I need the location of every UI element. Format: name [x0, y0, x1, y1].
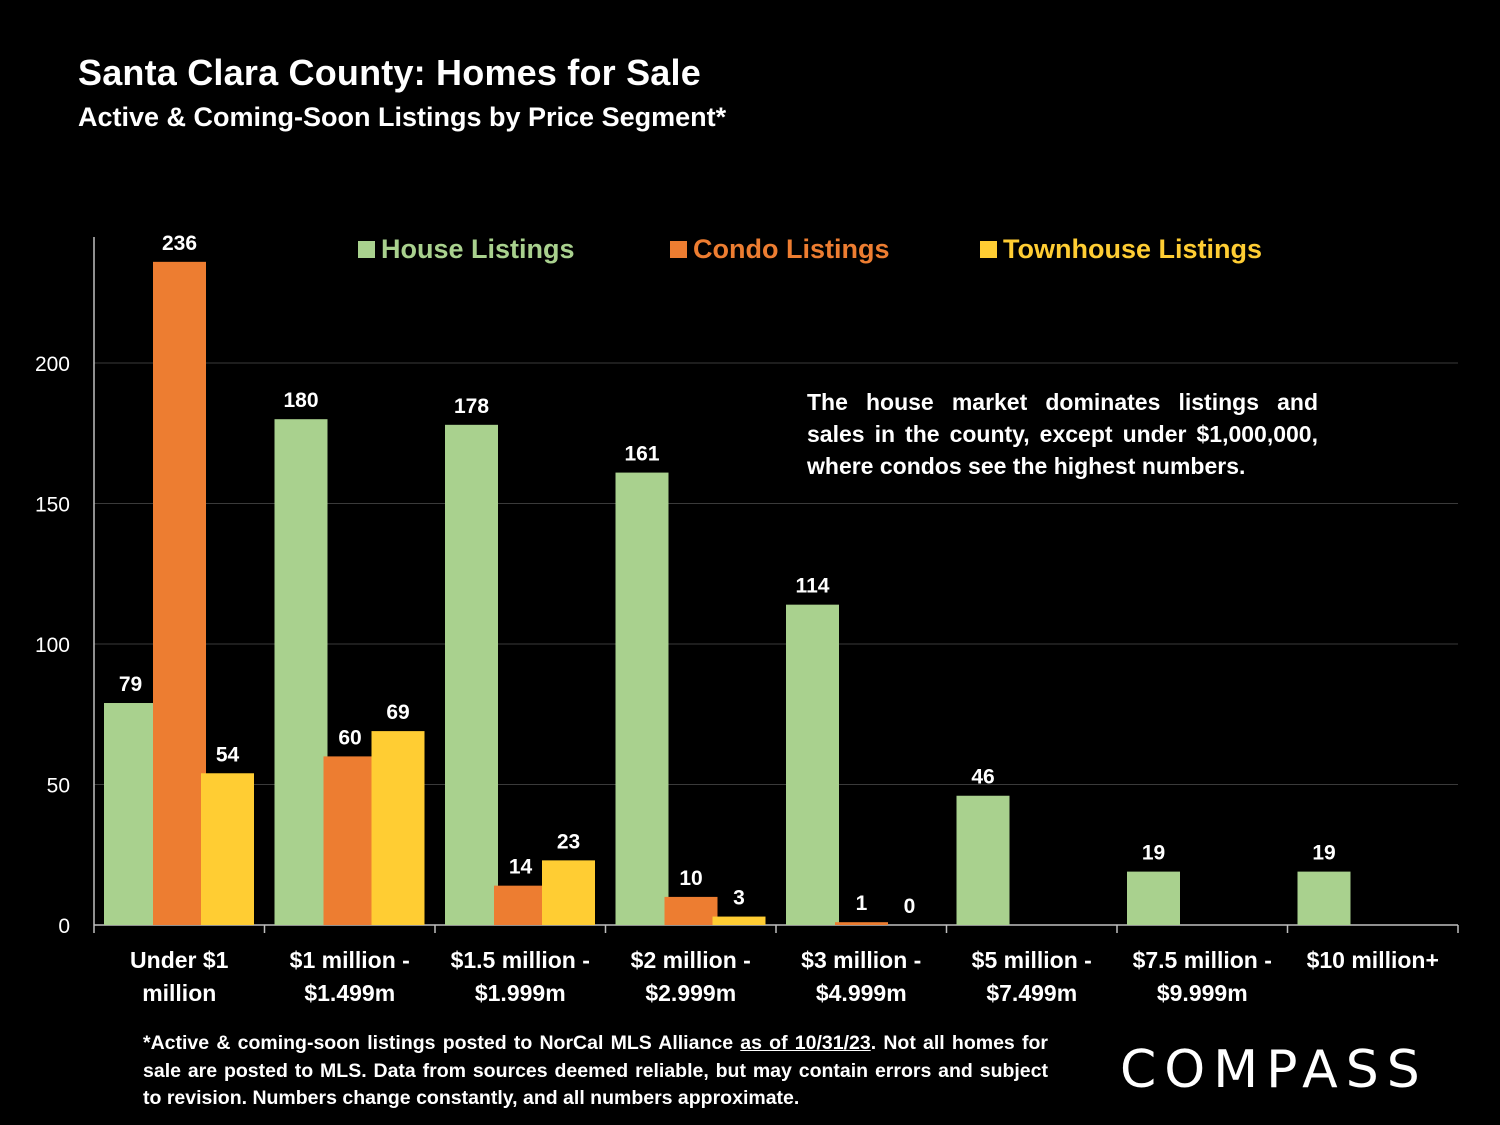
- data-label-house: 19: [1142, 842, 1165, 865]
- legend-condo: Condo Listings: [670, 234, 889, 265]
- data-label-condo: 14: [509, 856, 533, 879]
- x-category-label: $3 million - $4.999m: [801, 947, 922, 1006]
- bar-townhouse: [542, 860, 595, 925]
- data-label-townhouse: 69: [386, 701, 409, 724]
- data-label-house: 19: [1312, 842, 1335, 865]
- x-category-label: $5 million - $7.499m: [971, 947, 1092, 1006]
- bar-townhouse: [371, 731, 425, 925]
- bar-condo: [835, 922, 888, 925]
- x-category-label: $1 million - $1.499m: [289, 947, 410, 1006]
- data-label-house: 114: [796, 575, 830, 598]
- data-label-house: 46: [971, 766, 994, 789]
- y-tick-label: 50: [47, 775, 70, 798]
- bar-townhouse: [201, 773, 254, 925]
- bar-house: [445, 424, 498, 925]
- x-category-label: $10 million+: [1306, 947, 1439, 973]
- data-label-condo: 60: [338, 726, 361, 749]
- compass-logo: COMPASS: [1120, 1040, 1428, 1100]
- data-label-condo: 1: [856, 892, 868, 915]
- bar-house: [1127, 871, 1180, 925]
- legend-swatch-townhouse: [980, 241, 997, 258]
- bar-condo: [153, 261, 206, 926]
- bar-condo: [664, 896, 718, 925]
- legend-label-house: House Listings: [381, 234, 575, 264]
- bar-condo: [323, 756, 377, 925]
- data-label-house: 180: [283, 389, 318, 412]
- footnote-date: as of 10/31/23: [740, 1032, 871, 1054]
- footnote: *Active & coming-soon listings posted to…: [143, 1030, 1048, 1113]
- legend-house: House Listings: [358, 234, 575, 265]
- bar-house: [786, 604, 839, 925]
- x-category-label: $7.5 million - $9.999m: [1132, 947, 1272, 1006]
- chart-subtitle: Active & Coming-Soon Listings by Price S…: [78, 102, 727, 132]
- data-label-condo: 10: [679, 867, 702, 890]
- bar-house: [956, 795, 1010, 925]
- data-label-house: 79: [119, 673, 142, 696]
- footnote-text-2: . Not all homes for sale are posted to M…: [143, 1032, 1048, 1109]
- bar-house: [615, 472, 669, 925]
- data-label-townhouse: 3: [733, 887, 745, 910]
- legend-swatch-condo: [670, 241, 687, 258]
- chart-annotation: The house market dominates listings and …: [807, 389, 1318, 479]
- y-tick-label: 0: [58, 915, 70, 938]
- x-category-label: Under $1 million: [130, 947, 229, 1006]
- data-label-townhouse: 23: [557, 830, 580, 853]
- x-category-label: $1.5 million - $1.999m: [450, 947, 590, 1006]
- data-label-house: 178: [454, 395, 489, 418]
- data-label-townhouse: 54: [216, 743, 240, 766]
- chart-title: Santa Clara County: Homes for Sale: [78, 52, 701, 93]
- legend-label-townhouse: Townhouse Listings: [1003, 234, 1262, 264]
- bar-condo: [494, 885, 547, 925]
- footnote-text-1: *Active & coming-soon listings posted to…: [143, 1032, 741, 1054]
- data-label-townhouse: 0: [904, 895, 916, 918]
- y-tick-label: 200: [35, 353, 70, 376]
- bar-house: [274, 419, 328, 925]
- bar-townhouse: [712, 916, 766, 925]
- legend-label-condo: Condo Listings: [693, 234, 890, 264]
- data-label-condo: 236: [162, 232, 197, 255]
- data-label-house: 161: [624, 443, 659, 466]
- bar-house: [1297, 871, 1351, 925]
- y-tick-label: 100: [35, 634, 70, 657]
- bar-house: [104, 703, 157, 925]
- legend-townhouse: Townhouse Listings: [980, 234, 1262, 265]
- y-tick-label: 150: [35, 494, 70, 517]
- legend-swatch-house: [358, 241, 375, 258]
- x-category-label: $2 million - $2.999m: [630, 947, 751, 1006]
